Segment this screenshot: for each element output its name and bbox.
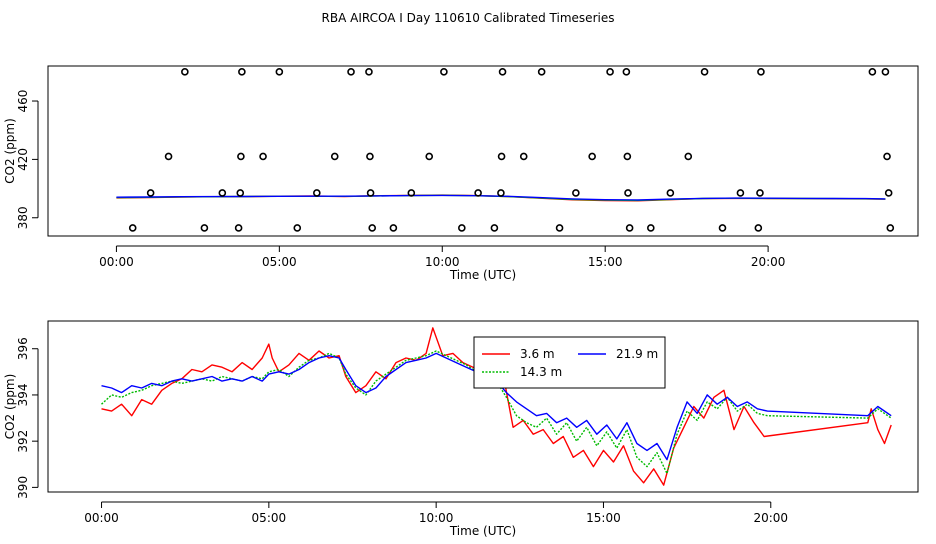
flag-point (622, 68, 631, 76)
legend: 3.6 m 21.9 m 14.3 m (473, 336, 666, 389)
y-tick-label: 380 (16, 206, 30, 229)
y-tick-label: 420 (16, 148, 30, 171)
legend-box (473, 336, 666, 389)
flag-point (736, 189, 745, 197)
flag-point (330, 152, 339, 161)
flag-point (440, 68, 448, 76)
flag-point (146, 189, 155, 197)
y-tick-label: 394 (16, 383, 30, 406)
flag-point (474, 189, 482, 197)
figure-title: RBA AIRCOA I Day 110610 Calibrated Times… (322, 11, 615, 25)
flag-point (886, 224, 895, 232)
flag-point (718, 224, 727, 232)
plot-frame (47, 320, 919, 493)
flag-point (218, 189, 227, 197)
flag-point (128, 224, 137, 232)
flag-point (347, 68, 355, 76)
flag-point (259, 152, 267, 161)
flag-point (555, 224, 564, 232)
flag-point (407, 189, 416, 197)
flag-point (200, 224, 209, 232)
x-tick-label: 00:00 (99, 255, 134, 269)
series-line-21-9-m (101, 352, 892, 461)
flag-point (366, 189, 375, 197)
legend-label: 21.9 m (616, 347, 658, 361)
flag-point (519, 152, 528, 161)
flag-point (756, 189, 764, 197)
flag-point (754, 224, 763, 232)
flag-point (625, 224, 634, 232)
flag-point (275, 68, 284, 76)
flag-point (883, 152, 891, 161)
flag-point (666, 189, 675, 197)
y-tick-label: 392 (16, 430, 30, 453)
top-panel-flag-scatter: 00:00 05:00 10:00 15:00 20:00 Time (UTC) 380 42… (3, 65, 919, 282)
y-tick-label: 460 (16, 90, 30, 113)
series-line-21-9-m (116, 194, 886, 201)
x-tick-label: 05:00 (252, 511, 287, 525)
bottom-panel-height-timeseries: 00:00 05:00 10:00 15:00 20:00 Time (UTC) 390 39… (3, 320, 919, 538)
flag-point (164, 152, 173, 161)
x-tick-label: 10:00 (425, 255, 460, 269)
flag-point (181, 68, 189, 76)
y-tick-label: 396 (16, 337, 30, 360)
flag-point (368, 224, 377, 232)
flag-point (389, 224, 398, 232)
plot-frame (47, 65, 919, 237)
flag-point (757, 68, 765, 76)
flag-point (234, 224, 243, 232)
x-tick-label: 20:00 (751, 255, 786, 269)
flag-point (238, 68, 246, 76)
y-axis-title: CO2 (ppm) (3, 118, 17, 184)
x-tick-label: 00:00 (84, 511, 119, 525)
x-axis-title: Time (UTC) (449, 268, 516, 282)
flag-point (313, 189, 321, 197)
flag-point (881, 68, 890, 76)
flag-point (588, 152, 596, 161)
flag-point (572, 189, 580, 197)
flag-point (236, 189, 245, 197)
x-tick-label: 20:00 (753, 511, 788, 525)
flag-point (884, 189, 893, 197)
legend-label: 14.3 m (520, 365, 562, 379)
flag-point (458, 224, 466, 232)
y-axis-title: CO2 (ppm) (3, 374, 17, 440)
x-tick-label: 10:00 (419, 511, 454, 525)
flag-point (425, 152, 434, 161)
flag-point (647, 224, 655, 232)
flag-point (623, 152, 632, 161)
flag-point (365, 68, 373, 76)
x-tick-label: 15:00 (586, 511, 621, 525)
y-tick-label: 390 (16, 476, 30, 499)
flag-point (366, 152, 374, 161)
legend-label: 3.6 m (520, 347, 555, 361)
flag-point (684, 152, 693, 161)
flag-point (624, 189, 632, 197)
series-line-3-6-m (101, 327, 892, 486)
x-tick-label: 05:00 (262, 255, 297, 269)
flag-point (606, 68, 614, 76)
flag-point (537, 68, 546, 76)
flag-points (128, 68, 895, 232)
flag-point (497, 152, 506, 161)
x-tick-label: 15:00 (588, 255, 623, 269)
flag-point (498, 68, 507, 76)
flag-point (868, 68, 877, 76)
x-axis-title: Time (UTC) (449, 524, 516, 538)
flag-point (490, 224, 499, 232)
flag-point (497, 189, 505, 197)
flag-point (237, 152, 245, 161)
flag-point (700, 68, 709, 76)
flag-point (293, 224, 302, 232)
